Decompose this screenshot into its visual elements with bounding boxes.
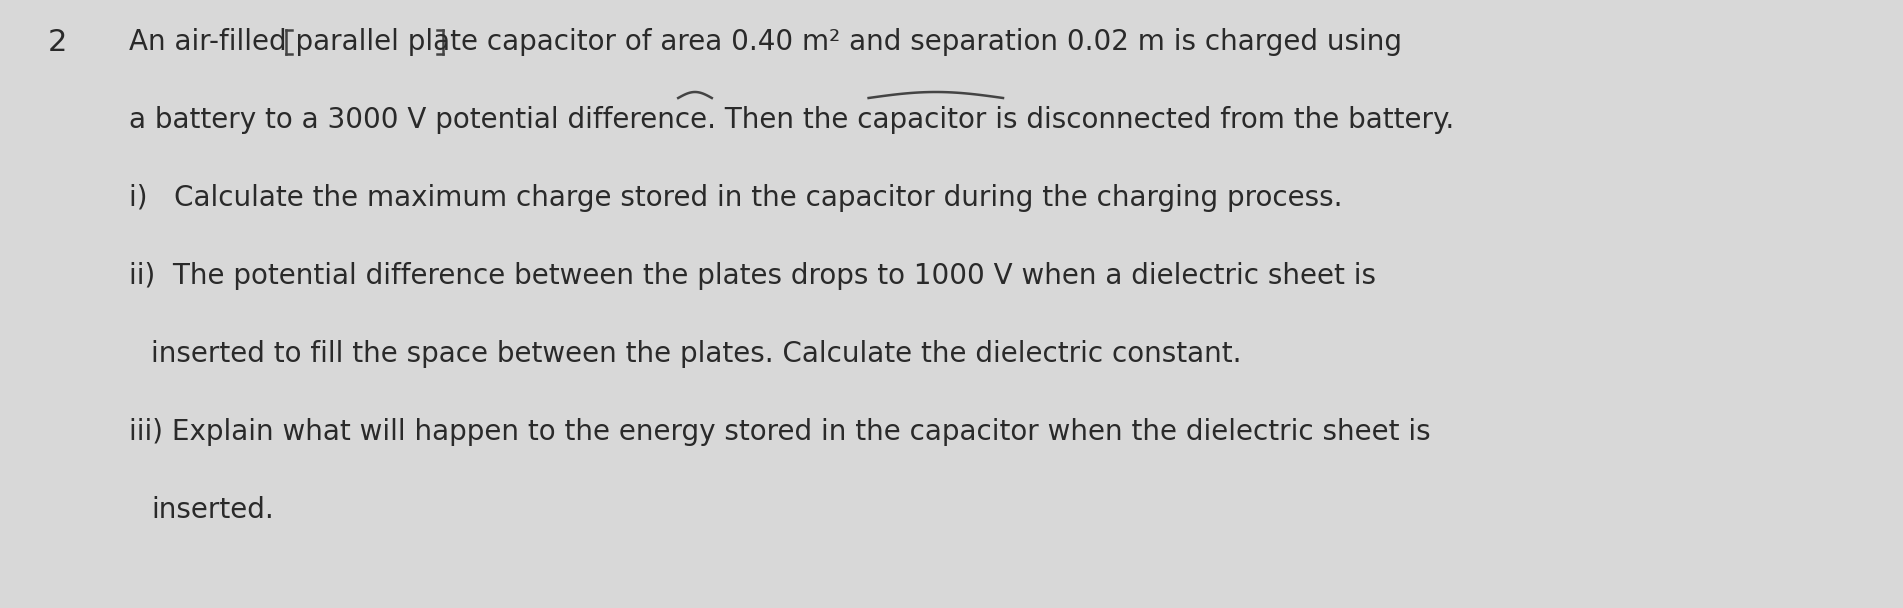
Text: iii) Explain what will happen to the energy stored in the capacitor when the die: iii) Explain what will happen to the ene… — [129, 418, 1431, 446]
Text: inserted.: inserted. — [152, 496, 274, 524]
Text: i)   Calculate the maximum charge stored in the capacitor during the charging pr: i) Calculate the maximum charge stored i… — [129, 184, 1344, 212]
Text: a battery to a 3000 V potential difference. Then the capacitor is disconnected f: a battery to a 3000 V potential differen… — [129, 106, 1454, 134]
Text: inserted to fill the space between the plates. Calculate the dielectric constant: inserted to fill the space between the p… — [152, 340, 1243, 368]
Text: ii)  The potential difference between the plates drops to 1000 V when a dielectr: ii) The potential difference between the… — [129, 262, 1376, 290]
Text: An air-filled parallel plate capacitor of area 0.40 m² and separation 0.02 m is : An air-filled parallel plate capacitor o… — [129, 28, 1403, 56]
Text: 2: 2 — [48, 28, 67, 57]
